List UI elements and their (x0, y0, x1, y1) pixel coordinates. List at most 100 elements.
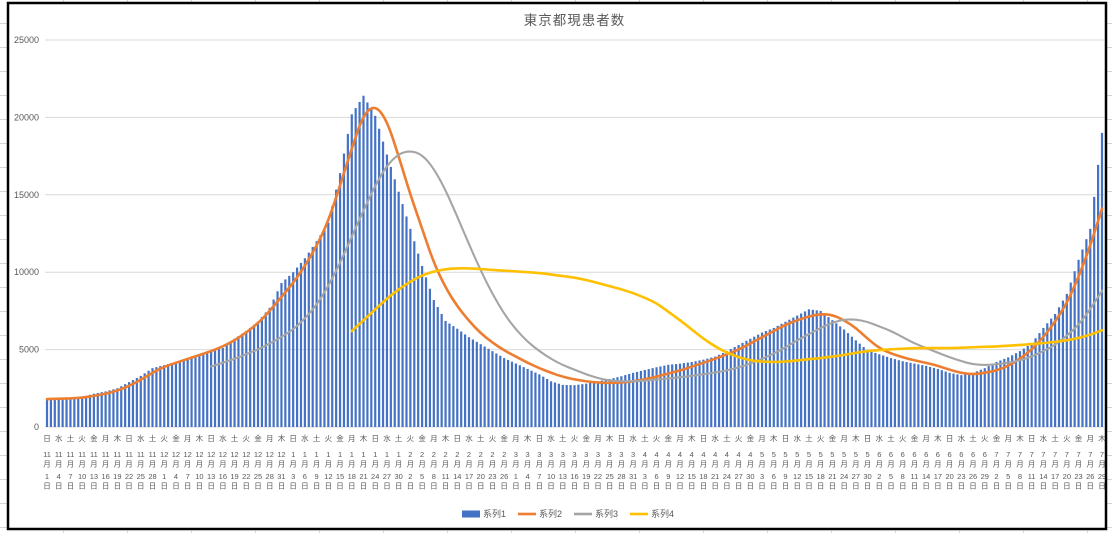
y-tick-label: 20000 (14, 112, 39, 122)
svg-text:水: 水 (629, 433, 637, 443)
svg-text:6: 6 (971, 450, 975, 459)
bar (686, 362, 689, 427)
svg-text:金: 金 (336, 433, 344, 443)
x-tick-label: 水 7月 14日 (1039, 433, 1047, 491)
x-tick-label: 金 7月 23日 (1074, 433, 1082, 491)
bar (995, 361, 998, 427)
svg-text:日: 日 (78, 482, 86, 491)
svg-text:6: 6 (889, 450, 893, 459)
svg-text:3: 3 (291, 472, 295, 481)
svg-text:月: 月 (758, 460, 766, 469)
bar (190, 357, 193, 427)
svg-text:日: 日 (1040, 482, 1048, 491)
bar (694, 361, 697, 427)
svg-text:19: 19 (113, 472, 121, 481)
x-tick-label: 水 1月 27日 (383, 433, 391, 491)
x-tick-label: 金 4月 9日 (665, 433, 673, 491)
bar (499, 355, 502, 427)
bar (198, 354, 201, 427)
x-tick-label: 水 6月 2日 (876, 433, 884, 491)
svg-text:月: 月 (1087, 434, 1095, 443)
line-series-系列2 (45, 106, 1104, 401)
bar (245, 331, 248, 427)
svg-text:日: 日 (700, 434, 708, 443)
bar (456, 328, 459, 427)
svg-text:月: 月 (899, 460, 907, 469)
bar (116, 388, 119, 427)
svg-text:月: 月 (512, 460, 520, 469)
line-系列4 (350, 267, 1104, 364)
bar (690, 361, 693, 427)
svg-text:4: 4 (690, 450, 694, 459)
svg-text:月: 月 (125, 460, 133, 469)
svg-text:4: 4 (678, 450, 682, 459)
svg-text:火: 火 (1063, 434, 1071, 443)
svg-text:木: 木 (606, 433, 614, 443)
legend-label: 系列1 (483, 508, 506, 519)
bar (280, 283, 283, 427)
x-tick-label: 金 11月 13日 (90, 433, 98, 491)
bar (514, 363, 517, 427)
bar (1007, 357, 1010, 427)
svg-text:2: 2 (467, 450, 471, 459)
svg-text:日: 日 (172, 482, 180, 491)
svg-text:日: 日 (934, 482, 942, 491)
svg-text:月: 月 (946, 460, 954, 469)
svg-text:日: 日 (723, 482, 731, 491)
bar (870, 351, 873, 427)
bar (167, 364, 170, 427)
svg-text:月: 月 (325, 460, 333, 469)
bar (569, 385, 572, 427)
bar (213, 350, 217, 427)
svg-text:木: 木 (442, 433, 450, 443)
svg-text:17: 17 (1051, 472, 1059, 481)
bar (221, 348, 224, 427)
svg-text:日: 日 (829, 482, 837, 491)
svg-text:火: 火 (243, 434, 251, 443)
svg-text:1: 1 (397, 450, 401, 459)
x-tick-label: 木 2月 11日 (442, 433, 450, 491)
svg-text:月: 月 (829, 460, 837, 469)
svg-text:7: 7 (1088, 450, 1092, 459)
svg-text:11: 11 (125, 450, 133, 459)
svg-text:5: 5 (854, 450, 858, 459)
svg-text:12: 12 (195, 450, 203, 459)
bar (487, 348, 490, 427)
bar (835, 323, 838, 427)
svg-text:日: 日 (67, 482, 75, 491)
svg-text:11: 11 (149, 450, 157, 459)
svg-text:6: 6 (877, 450, 881, 459)
svg-text:土: 土 (149, 433, 157, 443)
svg-text:日: 日 (981, 482, 989, 491)
svg-text:月: 月 (618, 460, 626, 469)
svg-text:月: 月 (676, 434, 684, 443)
bar (233, 338, 236, 427)
bar (596, 381, 600, 427)
bar (61, 398, 64, 427)
chart-border (6, 1, 1108, 531)
bar (327, 222, 330, 427)
svg-text:月: 月 (688, 460, 696, 469)
bar (440, 313, 443, 427)
bar (1050, 318, 1053, 427)
svg-text:10: 10 (78, 472, 86, 481)
svg-text:日: 日 (547, 482, 555, 491)
bar (651, 368, 654, 427)
svg-text:月: 月 (922, 434, 930, 443)
bar (905, 361, 908, 427)
svg-text:土: 土 (67, 433, 75, 443)
svg-text:月: 月 (887, 460, 895, 469)
svg-text:日: 日 (618, 434, 626, 443)
bar (745, 340, 748, 427)
x-tick-label: 木 3月 4日 (524, 433, 532, 491)
bar (663, 365, 666, 427)
bar (1003, 358, 1006, 427)
